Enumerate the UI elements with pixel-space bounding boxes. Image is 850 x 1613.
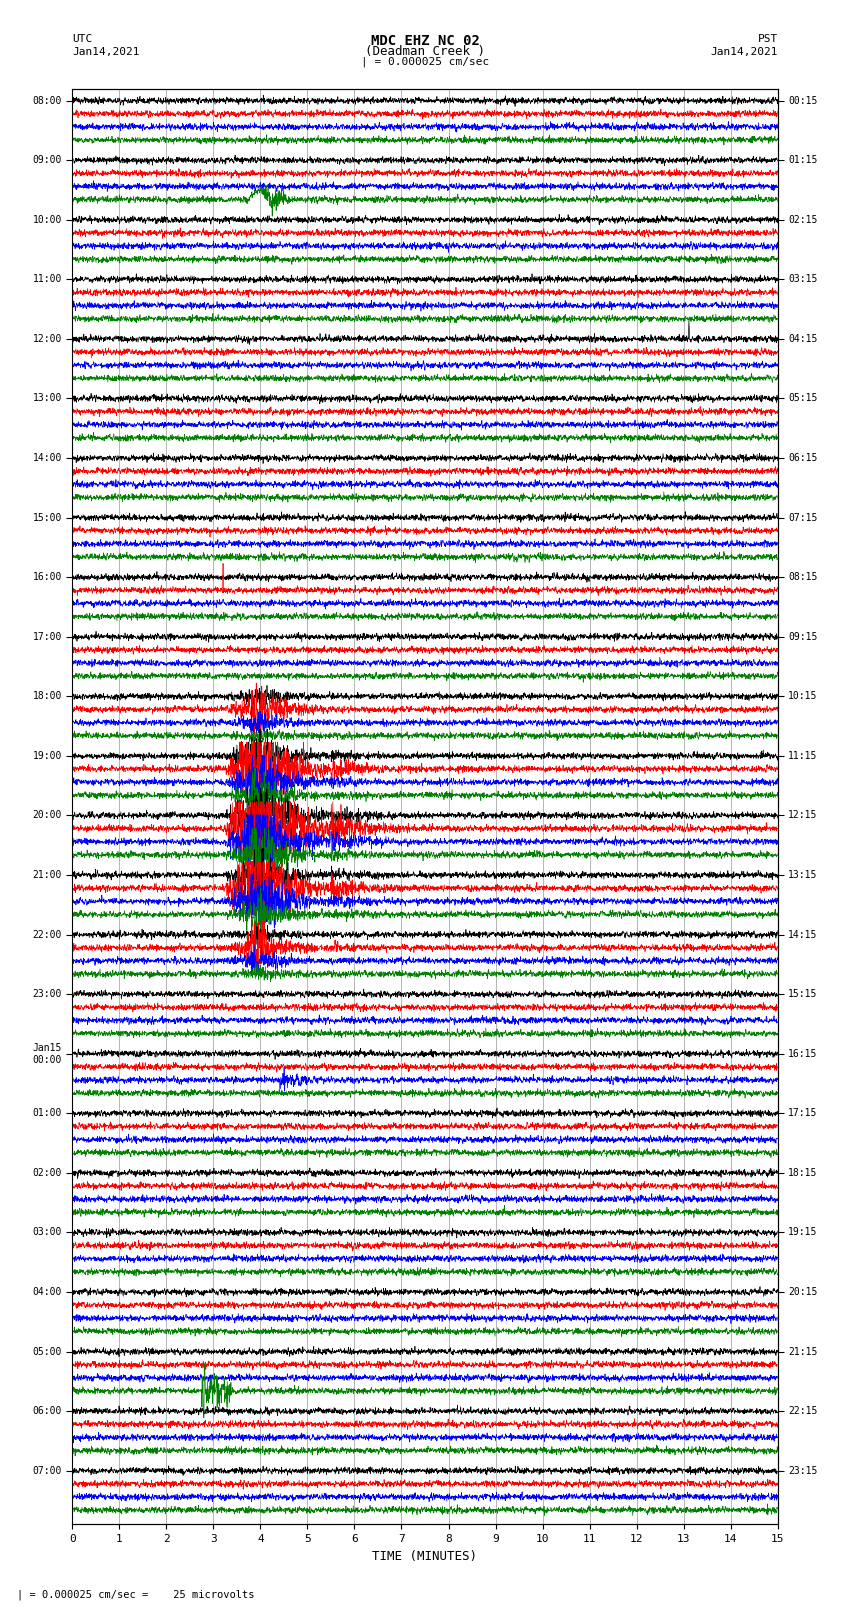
Text: UTC: UTC — [72, 34, 93, 44]
Text: Jan14,2021: Jan14,2021 — [72, 47, 139, 56]
X-axis label: TIME (MINUTES): TIME (MINUTES) — [372, 1550, 478, 1563]
Text: (Deadman Creek ): (Deadman Creek ) — [365, 45, 485, 58]
Text: PST: PST — [757, 34, 778, 44]
Text: MDC EHZ NC 02: MDC EHZ NC 02 — [371, 34, 479, 48]
Text: | = 0.000025 cm/sec: | = 0.000025 cm/sec — [361, 56, 489, 68]
Text: | = 0.000025 cm/sec =    25 microvolts: | = 0.000025 cm/sec = 25 microvolts — [17, 1589, 254, 1600]
Text: Jan14,2021: Jan14,2021 — [711, 47, 778, 56]
